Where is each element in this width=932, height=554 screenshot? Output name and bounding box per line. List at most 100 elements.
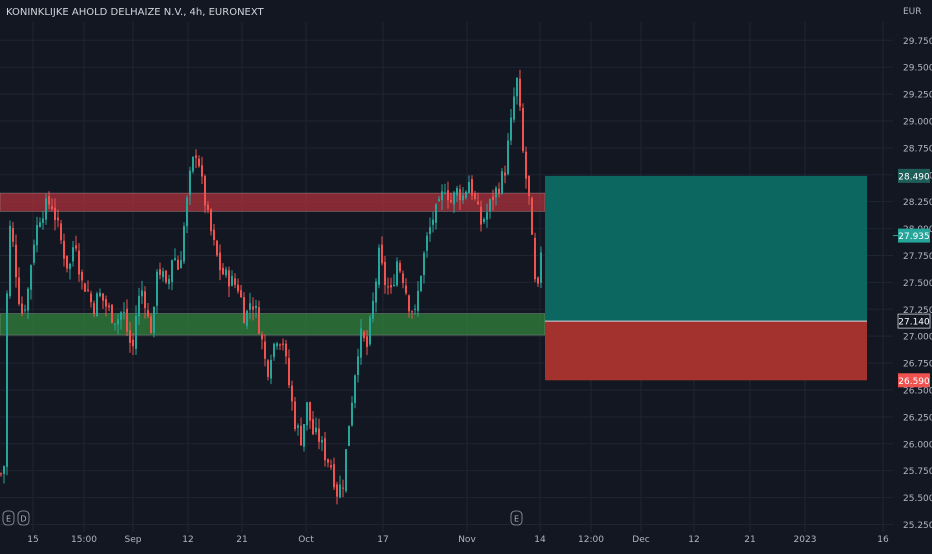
candle-down bbox=[60, 223, 62, 241]
y-tick-label: 25.750 bbox=[903, 467, 932, 477]
candle-down bbox=[54, 207, 56, 220]
candle-up bbox=[96, 293, 98, 317]
candle-down bbox=[459, 189, 461, 201]
candle-up bbox=[369, 317, 371, 345]
candle-down bbox=[294, 401, 296, 430]
y-tick-label: 27.750 bbox=[903, 252, 932, 262]
candle-down bbox=[48, 196, 50, 205]
candle-up bbox=[186, 197, 188, 227]
candle-down bbox=[93, 303, 95, 315]
candle-up bbox=[9, 225, 11, 297]
y-tick-label: 27.000 bbox=[903, 333, 932, 343]
event-marker-0 bbox=[2, 510, 15, 526]
candle-down bbox=[204, 175, 206, 206]
price-label-entry-bg bbox=[897, 313, 931, 329]
candle-up bbox=[123, 311, 125, 313]
candle-up bbox=[72, 247, 74, 262]
candle-down bbox=[285, 343, 287, 357]
candle-up bbox=[33, 244, 35, 263]
candle-up bbox=[297, 425, 299, 428]
candle-down bbox=[198, 158, 200, 167]
candle-up bbox=[396, 261, 398, 286]
candle-down bbox=[390, 285, 392, 288]
y-tick-label: 26.000 bbox=[903, 440, 932, 450]
candle-down bbox=[165, 270, 167, 283]
event-marker-label: E bbox=[514, 515, 519, 524]
candle-down bbox=[111, 304, 113, 323]
candle-up bbox=[36, 225, 38, 246]
candle-down bbox=[129, 330, 131, 343]
candle-down bbox=[492, 196, 494, 201]
candle-down bbox=[288, 357, 290, 386]
position-tool[interactable] bbox=[545, 175, 867, 381]
candle-up bbox=[483, 219, 485, 222]
candle-down bbox=[102, 293, 104, 301]
candle-up bbox=[303, 424, 305, 447]
candle-down bbox=[12, 228, 14, 242]
candle-down bbox=[126, 308, 128, 332]
candle-up bbox=[540, 252, 542, 283]
candle-up bbox=[507, 140, 509, 175]
candle-down bbox=[258, 307, 260, 334]
candle-up bbox=[3, 466, 5, 475]
candle-up bbox=[135, 315, 137, 349]
x-tick-label: 2023 bbox=[794, 535, 817, 545]
candle-up bbox=[30, 265, 32, 290]
candle-down bbox=[384, 261, 386, 286]
candle-down bbox=[0, 473, 2, 475]
candle-up bbox=[276, 343, 278, 347]
y-tick-label: 29.250 bbox=[903, 91, 932, 101]
candle-down bbox=[291, 385, 293, 402]
candle-down bbox=[243, 297, 245, 324]
event-marker-2 bbox=[510, 510, 523, 526]
candle-down bbox=[237, 284, 239, 292]
candle-up bbox=[465, 191, 467, 198]
y-tick-label: 26.250 bbox=[903, 413, 932, 423]
candle-down bbox=[87, 289, 89, 291]
candle-down bbox=[213, 229, 215, 241]
candle-down bbox=[201, 165, 203, 177]
candle-up bbox=[45, 198, 47, 220]
event-marker-label: E bbox=[6, 515, 11, 524]
candle-up bbox=[429, 227, 431, 235]
support-zone bbox=[0, 313, 546, 336]
candle-down bbox=[147, 310, 149, 317]
candle-up bbox=[231, 276, 233, 286]
candle-down bbox=[318, 428, 320, 442]
candle-up bbox=[426, 235, 428, 251]
candle-up bbox=[423, 253, 425, 275]
candle-up bbox=[345, 449, 347, 491]
y-tick-label: 26.750 bbox=[903, 360, 932, 370]
candle-up bbox=[99, 292, 101, 297]
candle-up bbox=[6, 293, 8, 467]
candle-down bbox=[21, 303, 23, 314]
candle-up bbox=[357, 356, 359, 375]
x-tick-label: 21 bbox=[744, 535, 755, 545]
candle-down bbox=[474, 193, 476, 199]
candle-up bbox=[393, 284, 395, 286]
x-tick-label: Oct bbox=[298, 535, 314, 545]
x-tick-label: 15:00 bbox=[71, 535, 97, 545]
candle-up bbox=[489, 199, 491, 212]
price-label-target: 28.490 bbox=[898, 172, 930, 182]
price-axis[interactable]: 29.75029.50029.25029.00028.75028.50028.2… bbox=[893, 37, 932, 531]
price-label-current-bg bbox=[898, 228, 930, 243]
candle-up bbox=[153, 306, 155, 334]
candle-up bbox=[306, 402, 308, 426]
candle-up bbox=[486, 212, 488, 220]
candle-up bbox=[168, 279, 170, 284]
candle-down bbox=[333, 464, 335, 488]
candle-up bbox=[441, 191, 443, 201]
x-tick-label: 17 bbox=[377, 535, 388, 545]
candle-down bbox=[51, 206, 53, 210]
currency-label: EUR bbox=[903, 7, 922, 17]
time-axis[interactable]: 15 15:00 Sep 12 21 Oct 17 Nov 14 12:00 Dec 12 21 2023… bbox=[27, 535, 889, 545]
y-tick-label: 25.250 bbox=[903, 521, 932, 531]
candle-down bbox=[261, 334, 263, 340]
candle-up bbox=[183, 226, 185, 262]
candle-down bbox=[84, 283, 86, 292]
candle-down bbox=[366, 336, 368, 347]
